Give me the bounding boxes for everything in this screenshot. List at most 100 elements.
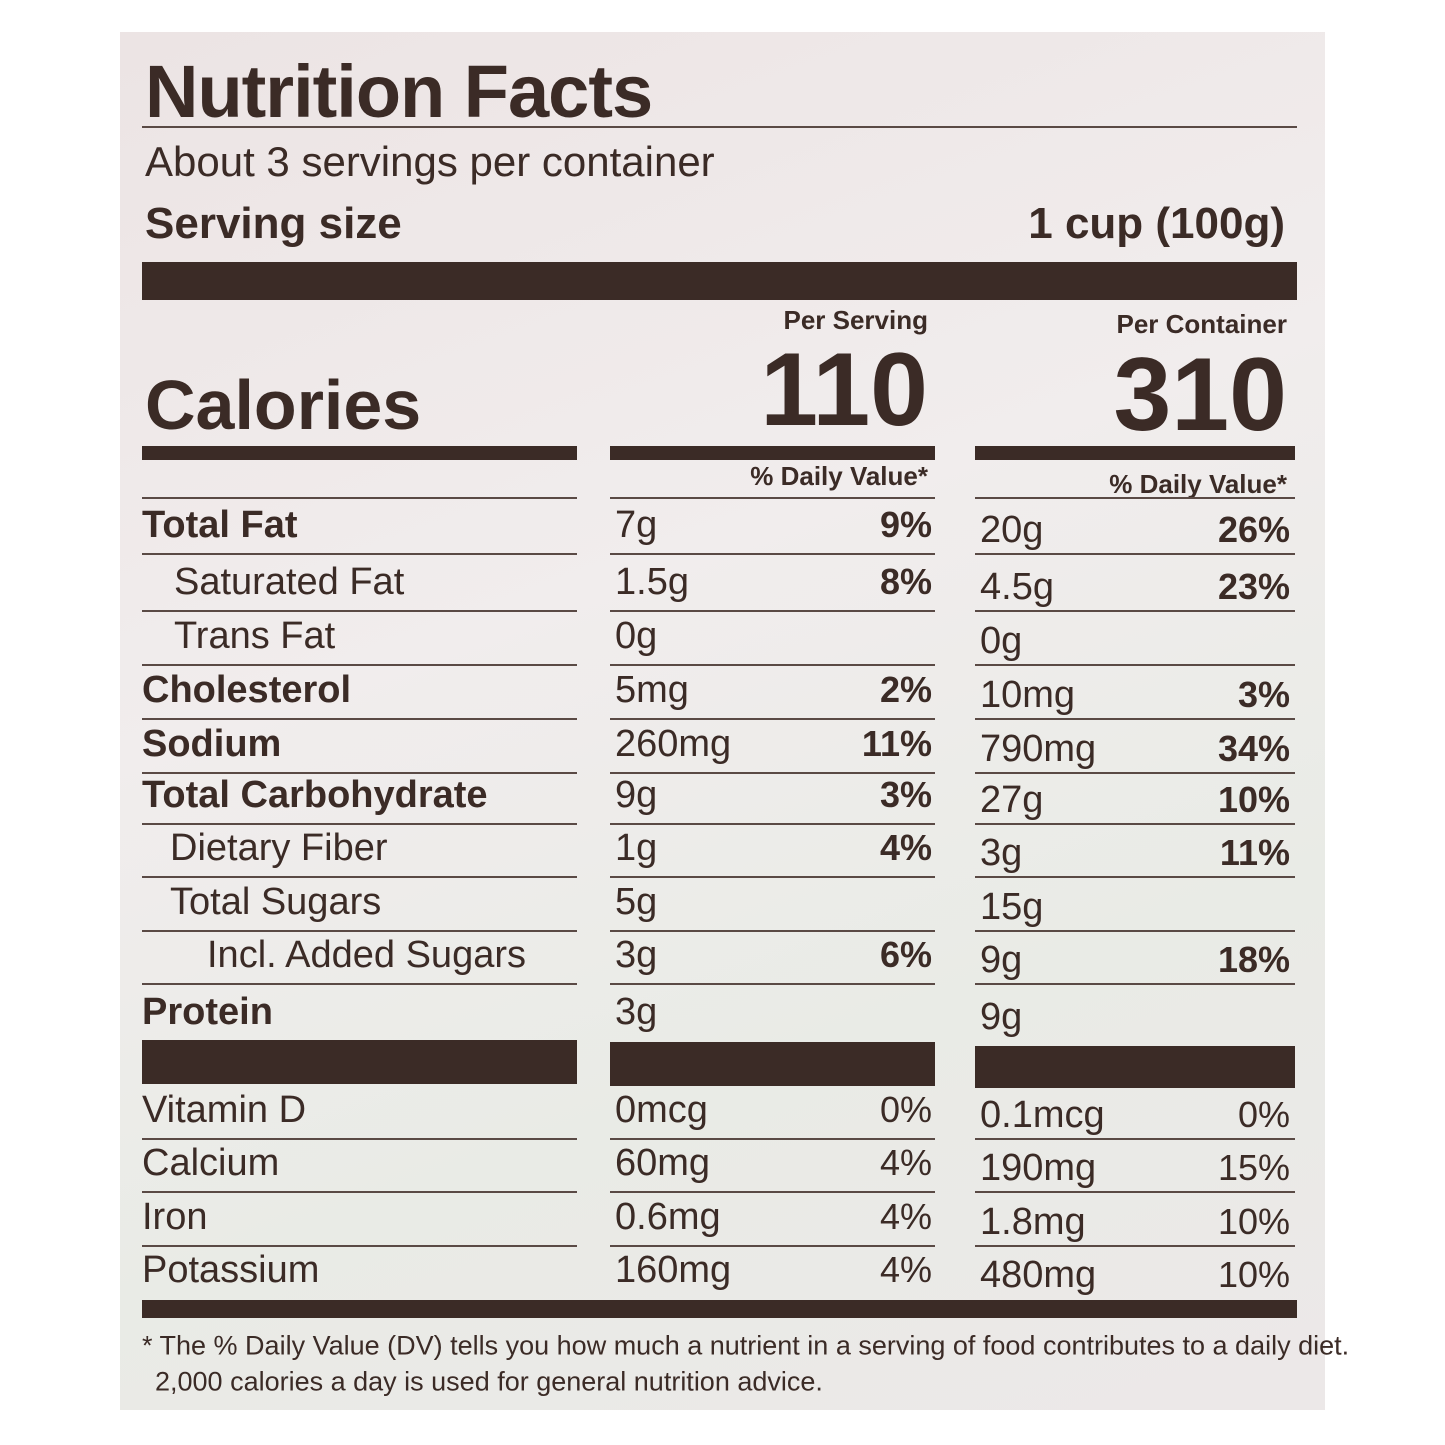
rule [142, 1191, 577, 1193]
amount: 5g [615, 881, 658, 923]
daily-value: 34% [1217, 728, 1290, 769]
rule [142, 664, 577, 666]
rule [975, 1138, 1295, 1140]
amount: 60mg [615, 1142, 711, 1184]
rule [975, 553, 1295, 555]
daily-value: 0% [1237, 1094, 1290, 1135]
thick-rule [610, 446, 935, 460]
rule [610, 497, 935, 499]
rule [610, 553, 935, 555]
calories-label: Calories [145, 366, 422, 444]
amount: 160mg [615, 1249, 732, 1291]
daily-value: 10% [1217, 1201, 1290, 1242]
daily-value: 10% [1217, 779, 1290, 820]
amount: 1.8mg [980, 1201, 1086, 1243]
amount: 15g [980, 886, 1044, 928]
rule [142, 772, 577, 774]
thick-rule [142, 262, 1297, 300]
thick-rule [142, 1040, 577, 1084]
amount: 7g [615, 504, 658, 546]
rule [975, 983, 1295, 985]
nutrient-label: Iron [142, 1196, 208, 1238]
amount: 5mg [615, 669, 689, 711]
rule [142, 126, 1297, 128]
rule [610, 1138, 935, 1140]
rule [142, 823, 577, 825]
nutrient-label: Sodium [142, 723, 282, 765]
rule [142, 1138, 577, 1140]
amount: 27g [980, 779, 1044, 821]
nutrient-label: Protein [142, 991, 273, 1033]
nutrient-label: Calcium [142, 1142, 280, 1184]
rule [975, 664, 1295, 666]
rule [610, 930, 935, 932]
footnote: * The % Daily Value (DV) tells you how m… [142, 1330, 1350, 1361]
daily-value: 9% [879, 504, 932, 545]
amount: 9g [980, 996, 1023, 1038]
column-header: Per Container [1116, 309, 1288, 339]
daily-value: 6% [879, 934, 932, 975]
daily-value: 26% [1217, 509, 1290, 550]
amount: 0g [980, 620, 1023, 662]
column-header: Per Serving [783, 305, 928, 335]
thick-rule [142, 1300, 1297, 1318]
amount: 790mg [980, 728, 1097, 770]
daily-value: 0% [879, 1089, 932, 1130]
rule [142, 553, 577, 555]
dv-header: % Daily Value* [750, 461, 928, 491]
nutrient-label: Vitamin D [142, 1089, 307, 1131]
amount: 0mcg [615, 1089, 708, 1131]
amount: 1g [615, 827, 658, 869]
rule [610, 718, 935, 720]
nutrient-label: Total Fat [142, 504, 298, 546]
amount: 20g [980, 509, 1044, 551]
rule [975, 876, 1295, 878]
amount: 0.1mcg [980, 1094, 1105, 1136]
daily-value: 3% [1237, 674, 1290, 715]
rule [610, 1191, 935, 1193]
thick-rule [610, 1042, 935, 1086]
amount: 0.6mg [615, 1196, 721, 1238]
amount: 1.5g [615, 561, 689, 603]
servings: About 3 servings per container [145, 138, 715, 185]
label-panel [120, 32, 1325, 1410]
daily-value: 3% [879, 774, 932, 815]
rule [975, 718, 1295, 720]
amount: 0g [615, 615, 658, 657]
daily-value: 4% [879, 1142, 932, 1183]
daily-value: 4% [879, 1249, 932, 1290]
amount: 190mg [980, 1147, 1097, 1189]
amount: 10mg [980, 674, 1076, 716]
rule [610, 876, 935, 878]
rule [610, 1245, 935, 1247]
thick-rule [975, 446, 1295, 460]
daily-value: 18% [1217, 939, 1290, 980]
rule [142, 610, 577, 612]
daily-value: 23% [1217, 566, 1290, 607]
rule [975, 1191, 1295, 1193]
nutrient-label: Total Sugars [170, 881, 382, 923]
rule [610, 823, 935, 825]
title: Nutrition Facts [145, 50, 653, 133]
calories-value: 310 [1113, 337, 1287, 453]
footnote: 2,000 calories a day is used for general… [155, 1366, 823, 1397]
daily-value: 15% [1217, 1147, 1290, 1188]
nutrient-label: Trans Fat [174, 615, 336, 657]
daily-value: 8% [879, 561, 932, 602]
daily-value: 11% [1219, 832, 1290, 873]
daily-value: 2% [879, 669, 932, 710]
amount: 3g [615, 991, 658, 1033]
daily-value: 11% [861, 723, 932, 764]
daily-value: 4% [879, 827, 932, 868]
rule [142, 718, 577, 720]
nutrient-label: Dietary Fiber [170, 827, 388, 869]
amount: 260mg [615, 723, 732, 765]
amount: 480mg [980, 1254, 1097, 1296]
serving-size-label: Serving size [145, 199, 402, 248]
amount: 9g [980, 939, 1023, 981]
rule [610, 772, 935, 774]
rule [610, 983, 935, 985]
rule [142, 1245, 577, 1247]
dv-header: % Daily Value* [1109, 469, 1287, 499]
